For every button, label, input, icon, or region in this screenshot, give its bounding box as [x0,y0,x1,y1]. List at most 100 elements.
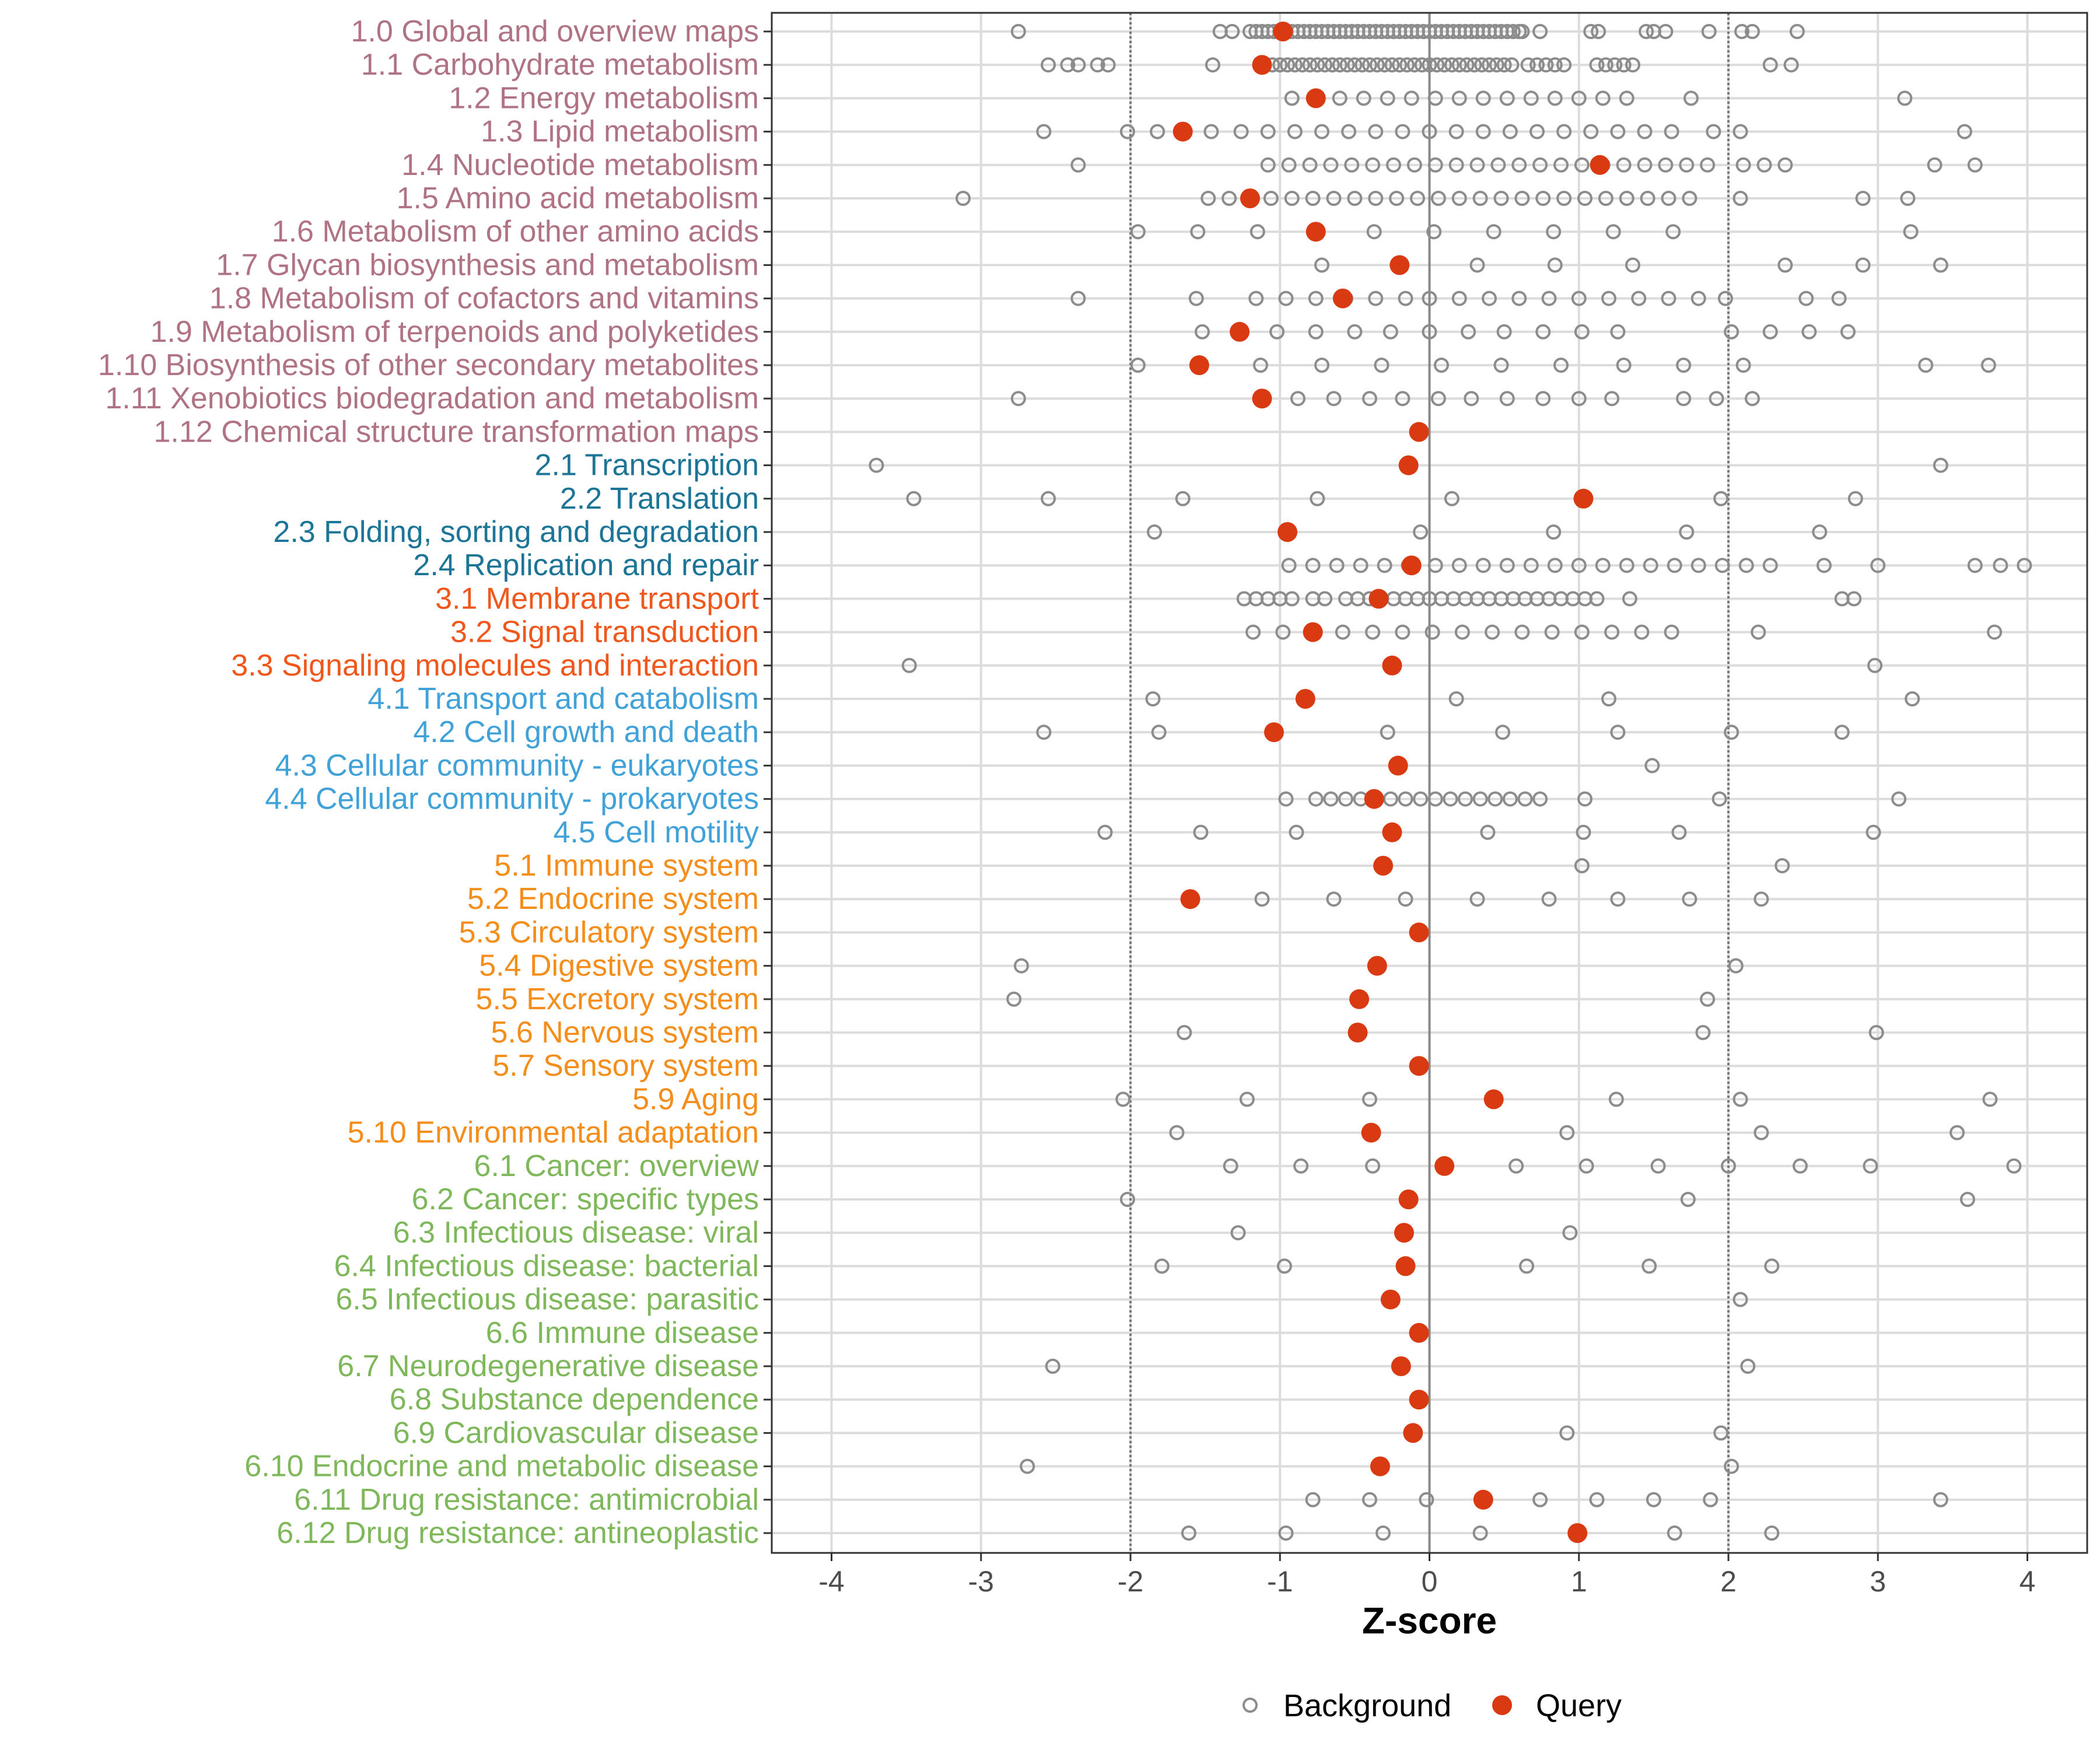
background-point-5-26 [1855,191,1871,206]
query-point-40 [1391,1356,1411,1376]
background-point-8-4 [1308,291,1324,306]
category-label-17: 3.1 Membrane transport [435,582,759,615]
background-point-22-0 [1644,758,1660,774]
x-axis: -4 -3 -2 -1 0 1 2 3 4 [818,1553,2035,1598]
background-point-8-9 [1451,291,1467,306]
background-point-1-41 [1538,57,1554,73]
category-label-43: 6.10 Endocrine and metabolic disease [244,1450,759,1483]
background-point-21-6 [1834,725,1850,740]
background-point-24-3 [1480,824,1496,840]
background-point-8-2 [1248,291,1264,306]
background-point-6-8 [1605,224,1621,240]
query-point-29 [1349,989,1370,1009]
background-point-1-44 [1589,57,1605,73]
background-point-18-12 [1604,624,1620,640]
background-point-20-3 [1905,691,1920,706]
background-point-1-18 [1354,57,1370,73]
category-label-2: 1.2 Energy metabolism [449,81,759,115]
background-point-8-10 [1482,291,1497,306]
background-point-2-12 [1571,90,1587,106]
background-point-21-3 [1495,725,1511,740]
query-point-11 [1252,389,1272,409]
category-label-9: 1.9 Metabolism of terpenoids and polyket… [150,315,759,349]
category-label-14: 2.2 Translation [560,482,759,516]
x-tick-label-0: -4 [818,1565,844,1598]
background-point-7-1 [1469,257,1485,273]
background-point-24-1 [1193,824,1209,840]
background-point-45-0 [1181,1525,1196,1541]
background-point-4-5 [1344,157,1360,173]
background-point-32-0 [1115,1091,1131,1107]
background-point-34-7 [1793,1158,1808,1174]
background-point-5-19 [1577,191,1592,206]
background-point-14-3 [1310,491,1325,506]
query-point-9 [1230,321,1250,342]
background-point-14-1 [1041,491,1056,506]
background-point-9-10 [1610,324,1626,340]
background-point-37-3 [1642,1258,1657,1274]
background-point-3-22 [1732,124,1748,139]
background-point-18-11 [1574,624,1590,640]
background-point-8-6 [1368,291,1384,306]
background-point-4-6 [1365,157,1381,173]
background-point-37-4 [1764,1258,1780,1274]
x-tick-label-7: 3 [1870,1565,1886,1598]
background-point-1-5 [1205,57,1220,73]
background-point-5-9 [1368,191,1384,206]
category-label-4: 1.4 Nucleotide metabolism [401,148,759,182]
background-point-2-16 [1897,90,1913,106]
background-point-23-9 [1427,791,1443,807]
legend-query-marker [1492,1695,1512,1715]
background-point-36-1 [1562,1225,1578,1241]
background-point-33-1 [1559,1125,1575,1140]
category-label-6: 1.6 Metabolism of other amino acids [272,215,759,249]
background-point-4-15 [1553,157,1569,173]
background-point-5-2 [1222,191,1237,206]
background-point-19-0 [901,657,917,673]
background-point-8-15 [1631,291,1647,306]
background-point-18-6 [1424,624,1440,640]
background-point-10-2 [1314,358,1329,373]
background-point-3-9 [1368,124,1384,139]
query-point-32 [1483,1089,1504,1110]
background-point-2-9 [1499,90,1515,106]
category-label-44: 6.11 Drug resistance: antimicrobial [294,1483,759,1517]
background-point-6-2 [1250,224,1265,240]
query-point-10 [1189,355,1209,375]
background-point-23-19 [1891,791,1907,807]
category-label-28: 5.4 Digestive system [479,949,759,983]
background-point-42-1 [1713,1425,1729,1441]
background-point-20-0 [1145,691,1161,706]
background-point-17-29 [1622,591,1637,607]
background-point-11-10 [1604,391,1620,407]
background-point-26-3 [1469,891,1485,907]
background-point-44-5 [1646,1492,1661,1507]
background-point-23-2 [1323,791,1339,807]
background-point-11-1 [1290,391,1306,407]
background-point-4-19 [1637,157,1653,173]
background-point-5-11 [1410,191,1425,206]
background-point-13-0 [869,457,884,473]
background-point-16-11 [1547,558,1563,573]
background-point-9-6 [1461,324,1476,340]
query-point-0 [1273,22,1293,41]
background-point-17-6 [1317,591,1333,607]
background-point-44-1 [1362,1492,1377,1507]
background-point-35-1 [1680,1192,1696,1207]
background-point-1-23 [1392,57,1408,73]
background-point-16-12 [1571,558,1587,573]
background-point-0-57 [1734,24,1750,39]
category-label-23: 4.4 Cellular community - prokaryotes [265,782,759,816]
background-point-3-8 [1341,124,1357,139]
background-point-21-1 [1151,725,1167,740]
background-point-3-3 [1203,124,1219,139]
background-point-11-4 [1395,391,1410,407]
background-point-3-16 [1556,124,1572,139]
category-label-30: 5.6 Nervous system [491,1016,760,1049]
query-point-25 [1373,856,1394,876]
background-point-43-1 [1724,1458,1740,1474]
category-label-41: 6.8 Substance dependence [390,1383,759,1416]
background-point-1-3 [1090,57,1105,73]
query-point-7 [1390,255,1410,275]
